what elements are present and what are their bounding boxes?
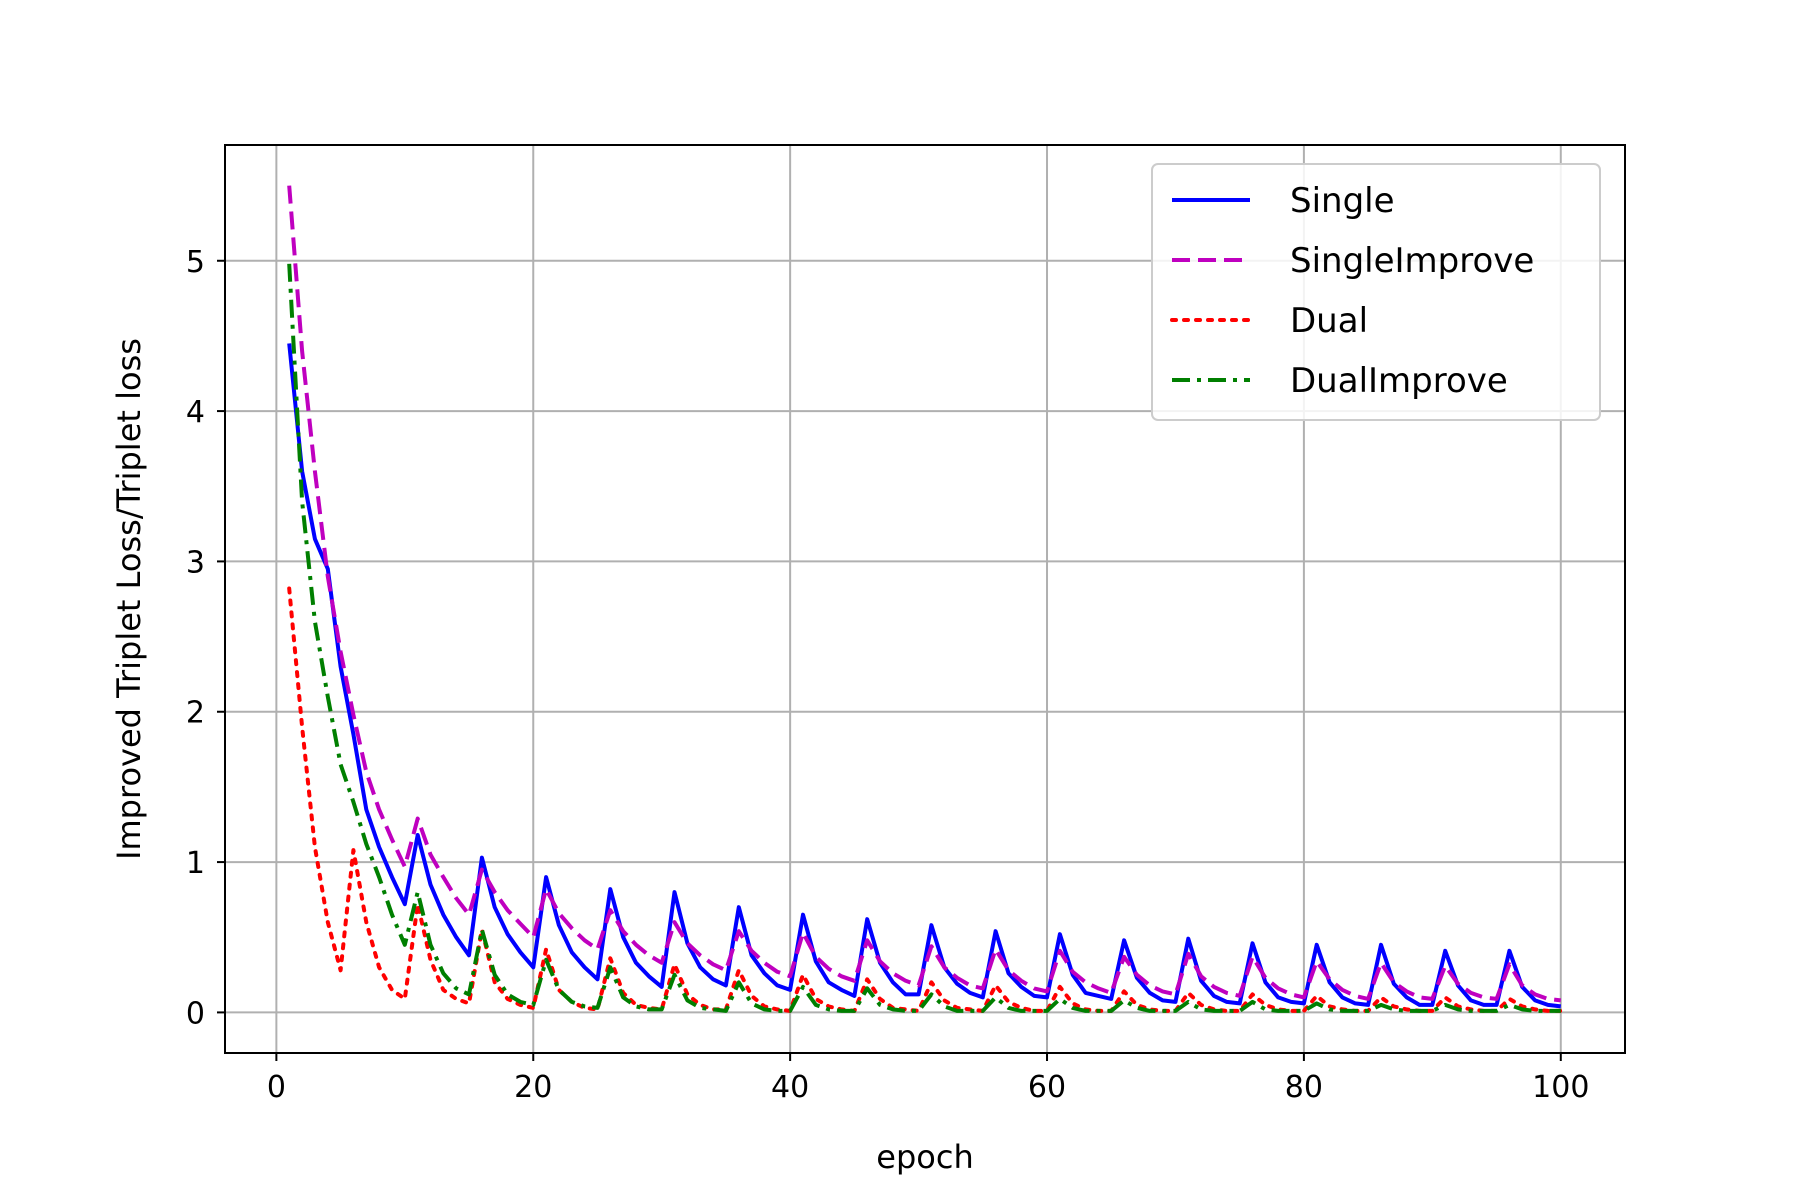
series-line-dualimprove (287, 263, 1561, 1013)
y-tick-label: 4 (186, 395, 205, 430)
x-tick-label: 80 (1285, 1070, 1323, 1105)
y-tick-label: 2 (186, 696, 205, 731)
x-tick-label: 20 (514, 1070, 552, 1105)
legend: Single SingleImprove Dual DualImprove (1151, 163, 1601, 421)
axis-ticks: 0 20 40 60 80 100 0 1 2 3 4 5 (186, 245, 1590, 1105)
y-tick-label: 1 (186, 846, 205, 881)
y-tick-label: 5 (186, 245, 205, 280)
legend-label: Single (1290, 181, 1395, 221)
legend-label: DualImprove (1290, 361, 1508, 401)
x-axis-label: epoch (876, 1138, 973, 1176)
series-line-dual (287, 586, 1563, 1013)
legend-box (1151, 163, 1601, 421)
x-tick-label: 0 (267, 1070, 286, 1105)
legend-label: Dual (1290, 301, 1368, 341)
y-tick-label: 0 (186, 996, 205, 1031)
legend-label: SingleImprove (1290, 241, 1534, 281)
series-group (287, 185, 1563, 1013)
plot-frame (224, 144, 1626, 1054)
y-tick-label: 3 (186, 545, 205, 580)
x-tick-label: 60 (1028, 1070, 1066, 1105)
x-tick-label: 40 (771, 1070, 809, 1105)
series-line-singleimprove (287, 185, 1562, 1003)
y-axis-label: Improved Triplet Loss/Triplet loss (110, 338, 148, 860)
x-tick-label: 100 (1532, 1070, 1589, 1105)
